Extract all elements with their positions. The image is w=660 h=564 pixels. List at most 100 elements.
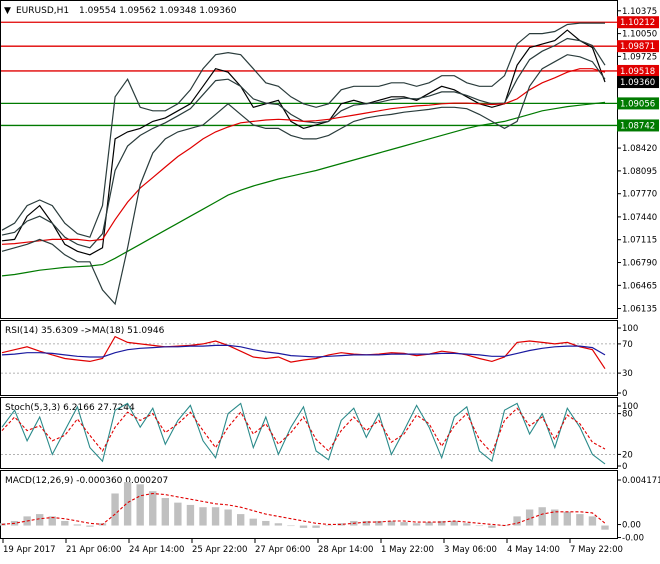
price-series-line-3: [1, 101, 606, 277]
macd-histogram-bar: [61, 520, 69, 526]
price-y-tick-label-7: 1.08095: [622, 167, 657, 177]
price-series-line-1: [1, 37, 606, 249]
stoch-y-tick-label-0: 100: [622, 402, 638, 412]
macd-histogram-bar: [174, 502, 182, 526]
level-tag-2: 1.09518: [617, 64, 659, 77]
macd-series: [0, 482, 609, 530]
macd-histogram-bar: [211, 507, 220, 526]
x-tick-label-8: 4 May 14:00: [507, 545, 560, 555]
macd-histogram-bar: [324, 525, 333, 527]
stoch-y-tick-label-1: 80: [622, 410, 633, 420]
macd-histogram-bar: [425, 522, 433, 526]
x-tick-label-4: 27 Apr 06:00: [255, 545, 310, 555]
time-axis: 19 Apr 2017 21 Apr 06:00 24 Apr 14:00 25 Ap…: [2, 539, 623, 555]
x-tick-label-0: 19 Apr 2017: [3, 545, 56, 555]
price-header: ▼ EURUSD,H1 1.09554 1.09562 1.09348 1.09…: [4, 6, 237, 16]
macd-histogram-bar: [488, 525, 496, 528]
macd-histogram-bar: [412, 523, 421, 526]
level-tag-3: 1.09056: [617, 97, 659, 110]
level-tag-label-4: 1.08742: [620, 121, 655, 131]
macd-histogram-bar: [249, 518, 257, 526]
current-price-tag-label: 1.09360: [620, 78, 655, 88]
macd-histogram-bar: [236, 514, 245, 526]
macd-title: MACD(12,26,9) -0.000360 0.000207: [5, 476, 168, 486]
price-y-tick-label-1: 1.10050: [622, 30, 657, 40]
macd-histogram-bar: [437, 520, 446, 526]
price-series-line-4: [1, 22, 605, 238]
macd-histogram-bar: [576, 514, 584, 526]
macd-signal-line: [1, 492, 606, 527]
rsi-y-tick-label-2: 30: [622, 369, 633, 379]
macd-histogram-bar: [400, 522, 408, 526]
stoch-y-tick-label-2: 20: [622, 450, 633, 460]
macd-histogram-bar: [450, 520, 458, 526]
rsi-series: [1, 335, 606, 370]
stoch-title: Stoch(5,3,3) 6.2166 27.7244: [5, 403, 135, 413]
macd-y-axis: 0.004171 0.00 -0.00: [617, 476, 660, 544]
macd-histogram-bar: [387, 520, 396, 526]
x-tick-label-6: 1 May 22:00: [381, 545, 434, 555]
level-tag-4: 1.08742: [617, 119, 659, 132]
stoch-series-line-1: [1, 407, 606, 455]
level-tag-label-0: 1.10212: [620, 18, 655, 28]
macd-histogram-bar: [337, 523, 345, 526]
price-y-tick-label-2: 1.09725: [622, 52, 657, 62]
x-tick-label-7: 3 May 06:00: [444, 545, 497, 555]
price-tags: 1.10212 1.09871 1.09518 1.09056 1.08742 1.093…: [617, 16, 659, 132]
rsi-y-tick-label-1: 70: [622, 340, 633, 350]
x-tick-label-5: 28 Apr 14:00: [318, 545, 373, 555]
macd-histogram-bar: [224, 509, 232, 526]
macd-histogram-bar: [274, 523, 283, 526]
macd-histogram-bar: [35, 514, 44, 526]
level-tag-label-1: 1.09871: [620, 42, 655, 52]
price-y-tick-label-6: 1.08420: [622, 144, 657, 154]
rsi-pane-frame: [0, 320, 618, 396]
macd-histogram-bar: [73, 524, 82, 526]
macd-histogram-bar: [463, 523, 471, 526]
price-series-line-2: [1, 68, 606, 245]
rsi-y-tick-label-3: 0: [622, 389, 627, 399]
price-series-line-0: [1, 29, 606, 256]
level-tag-bg-4: [617, 119, 659, 132]
macd-histogram-bar: [48, 516, 56, 526]
macd-histogram-bar: [123, 482, 132, 526]
macd-histogram-bar: [525, 509, 534, 526]
macd-histogram-bar: [186, 504, 195, 526]
macd-histogram-bar: [262, 520, 270, 526]
price-pane-frame: [0, 0, 618, 319]
rsi-y-tick-label-0: 100: [622, 324, 638, 334]
rsi-y-axis: 100 70 30 0: [1, 324, 638, 399]
level-tag-bg-3: [617, 97, 659, 110]
current-price-tag: 1.09360: [617, 76, 659, 89]
level-tag-bg-2: [617, 64, 659, 77]
price-y-tick-label-12: 1.06465: [622, 281, 657, 291]
macd-y-tick-label-0: 0.004171: [622, 476, 660, 486]
price-y-tick-label-8: 1.07770: [622, 190, 657, 200]
macd-y-tick-label-1: 0.00: [622, 521, 641, 531]
macd-histogram-bar: [551, 509, 559, 526]
collapse-triangle-icon[interactable]: ▼: [4, 6, 11, 16]
horizontal-levels: [1, 21, 617, 127]
price-series: [1, 22, 606, 306]
macd-histogram-bar: [362, 520, 371, 526]
symbol-title: EURUSD,H1: [16, 6, 69, 16]
level-tag-bg-0: [617, 16, 659, 29]
macd-histogram-bar: [475, 525, 484, 527]
level-tag-label-2: 1.09518: [620, 67, 655, 77]
macd-histogram-bar: [161, 498, 170, 526]
level-tag-0: 1.10212: [617, 16, 659, 29]
ohlc-header: 1.09554 1.09562 1.09348 1.09360: [79, 6, 237, 16]
x-tick-label-1: 21 Apr 06:00: [66, 545, 121, 555]
stoch-series: [1, 402, 606, 465]
current-price-tag-bg: [617, 76, 659, 89]
rsi-series-line-1: [1, 344, 606, 358]
macd-pane-frame: [0, 470, 618, 539]
macd-histogram-bar: [149, 491, 157, 526]
macd-histogram-bar: [538, 507, 546, 526]
x-tick-label-2: 24 Apr 14:00: [129, 545, 184, 555]
macd-histogram-bar: [86, 525, 94, 527]
rsi-title: RSI(14) 35.6309 ->MA(18) 51.0946: [5, 326, 165, 336]
